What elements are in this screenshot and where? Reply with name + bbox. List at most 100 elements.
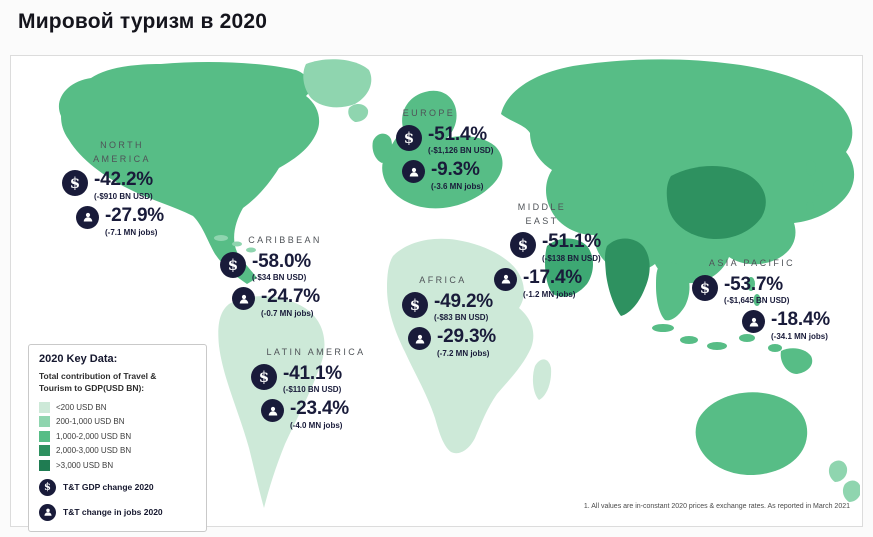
region-label: LATIN AMERICA (266, 347, 366, 357)
gdp-change-detail: (-$910 BN USD) (94, 191, 153, 201)
islands-indonesia (680, 336, 698, 344)
person-icon (408, 327, 431, 351)
region-block-africa: AFRICA $ -49.2% (-$83 BN USD) -29.3% (-7… (402, 274, 496, 363)
region-block-asia-pacific: ASIA PACIFIC $ -53.7% (-$1,645 BN USD) -… (692, 257, 830, 346)
islands-philippines (753, 294, 761, 306)
gdp-change-detail: (-$83 BN USD) (434, 313, 489, 323)
islands-japan (806, 160, 816, 176)
island-greenland (303, 59, 372, 108)
region-se-asia (656, 262, 690, 321)
jobs-change-detail: (-7.2 MN jobs) (437, 349, 490, 359)
gdp-change-detail: (-$110 BN USD) (283, 385, 342, 395)
jobs-change-detail: (-1.2 MN jobs) (523, 289, 576, 299)
continent-africa (387, 238, 534, 454)
jobs-change-value: -23.4% (290, 398, 350, 420)
legend-scale-row: <200 USD BN (39, 401, 196, 413)
person-icon (402, 160, 425, 184)
legend-scale-row: 1,000-2,000 USD BN (39, 430, 196, 442)
jobs-change-value: -27.9% (105, 204, 165, 226)
dollar-icon: $ (402, 291, 428, 318)
islands-japan (813, 180, 823, 196)
islands-caribbean (214, 235, 228, 241)
legend-title: 2020 Key Data: (39, 353, 118, 365)
jobs-change-detail: (-7.1 MN jobs) (105, 227, 158, 237)
region-label: EUROPE (402, 108, 456, 118)
region-block-caribbean: CARIBBEAN $ -58.0% (-$34 BN USD) -24.7% … (220, 234, 350, 323)
continent-asia (501, 59, 855, 284)
gdp-change-value: -58.0% (252, 250, 312, 272)
island-uk (372, 133, 392, 163)
legend-scale-row: 2,000-3,000 USD BN (39, 445, 196, 457)
gdp-change-value: -41.1% (283, 362, 343, 384)
islands-new-zealand (828, 460, 848, 482)
islands-indonesia (739, 334, 755, 342)
region-arabia (545, 238, 593, 297)
jobs-change-detail: (-34.1 MN jobs) (771, 332, 828, 342)
jobs-stat: -24.7% (-0.7 MN jobs) (232, 287, 350, 318)
gdp-stat: $ -53.7% (-$1,645 BN USD) (692, 273, 830, 306)
person-icon (742, 310, 765, 334)
region-block-middle-east: MIDDLE EAST $ -51.1% (-$138 BN USD) -17.… (494, 201, 601, 304)
jobs-change-value: -24.7% (261, 286, 321, 308)
islands-indonesia (707, 342, 727, 350)
gdp-change-value: -51.1% (542, 231, 602, 252)
gdp-change-value: -42.2% (94, 169, 154, 190)
dollar-icon: $ (39, 478, 56, 496)
legend-scale-row: >3,000 USD BN (39, 459, 196, 471)
region-label: AFRICA (419, 275, 467, 285)
region-block-europe: EUROPE $ -51.4% (-$1,126 BN USD) -9.3% (… (396, 107, 493, 196)
jobs-stat: -23.4% (-4.0 MN jobs) (261, 399, 381, 430)
person-icon (232, 287, 255, 311)
islands-new-zealand (842, 480, 860, 502)
jobs-change-value: -17.4% (523, 266, 583, 288)
gdp-change-detail: (-$1,126 BN USD) (428, 146, 494, 156)
gdp-stat: $ -42.2% (-$910 BN USD) (62, 170, 182, 201)
scale-label: 1,000-2,000 USD BN (56, 431, 132, 441)
legend-scale-row: 200-1,000 USD BN (39, 416, 196, 428)
gdp-change-value: -51.4% (428, 123, 488, 145)
dollar-icon: $ (510, 232, 536, 258)
scale-label: 200-1,000 USD BN (56, 417, 125, 427)
legend-jobs-row: T&T change in jobs 2020 (39, 503, 196, 521)
jobs-stat: -29.3% (-7.2 MN jobs) (408, 327, 496, 358)
color-swatch (39, 416, 50, 428)
gdp-change-detail: (-$138 BN USD) (542, 253, 601, 263)
region-label: NORTH AMERICA (93, 140, 151, 164)
continent-north-america (58, 62, 320, 284)
region-block-north-america: NORTH AMERICA $ -42.2% (-$910 BN USD) -2… (62, 139, 182, 242)
jobs-change-detail: (-0.7 MN jobs) (261, 309, 314, 319)
islands-caribbean (232, 241, 242, 247)
gdp-stat: $ -51.1% (-$138 BN USD) (510, 232, 601, 263)
gdp-change-value: -53.7% (724, 273, 784, 295)
legend-box: 2020 Key Data: Total contribution of Tra… (28, 344, 207, 532)
legend-gdp-label: T&T GDP change 2020 (63, 482, 154, 493)
gdp-stat: $ -49.2% (-$83 BN USD) (402, 290, 496, 323)
islands-indonesia (768, 344, 782, 352)
gdp-change-detail: (-$1,645 BN USD) (724, 296, 790, 306)
gdp-change-detail: (-$34 BN USD) (252, 273, 307, 283)
person-icon (76, 205, 99, 229)
island-papua (780, 348, 813, 374)
gdp-stat: $ -58.0% (-$34 BN USD) (220, 250, 350, 283)
gdp-stat: $ -51.4% (-$1,126 BN USD) (396, 123, 494, 156)
island-iceland (348, 104, 369, 122)
island-madagascar (532, 359, 552, 400)
jobs-change-value: -9.3% (431, 159, 480, 181)
jobs-change-detail: (-3.6 MN jobs) (431, 182, 484, 192)
page-title: Мировой туризм в 2020 (18, 10, 268, 33)
jobs-stat: -18.4% (-34.1 MN jobs) (742, 310, 830, 341)
region-china (666, 165, 766, 240)
jobs-change-detail: (-4.0 MN jobs) (290, 421, 343, 431)
scale-label: <200 USD BN (56, 402, 107, 412)
dollar-icon: $ (692, 274, 718, 301)
legend-gdp-row: $ T&T GDP change 2020 (39, 478, 196, 496)
jobs-stat: -17.4% (-1.2 MN jobs) (494, 266, 601, 299)
person-icon (494, 267, 517, 291)
gdp-change-value: -49.2% (434, 290, 494, 312)
person-icon (39, 503, 56, 521)
legend-subtitle: Total contribution of Travel & Tourism t… (39, 371, 157, 393)
islands-japan (806, 201, 814, 215)
color-swatch (39, 430, 50, 442)
region-label: ASIA PACIFIC (708, 258, 796, 268)
person-icon (261, 399, 284, 423)
